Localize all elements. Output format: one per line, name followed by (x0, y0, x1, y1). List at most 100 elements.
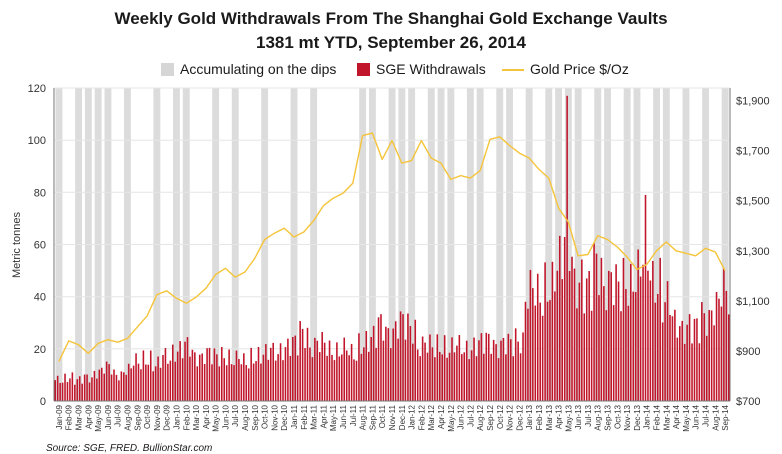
withdrawal-bar (59, 382, 61, 401)
x-tick-label: Jun-10 (221, 404, 230, 429)
x-tick-label: Nov-12 (506, 404, 515, 430)
withdrawal-bar (500, 340, 502, 401)
withdrawal-bar (279, 343, 282, 401)
withdrawal-bar (625, 289, 627, 401)
withdrawal-bar (235, 350, 238, 401)
withdrawal-bar (551, 261, 554, 401)
withdrawal-bar (321, 332, 323, 401)
y-tick-right-label: $1,500 (736, 196, 770, 208)
withdrawal-bar (585, 278, 588, 401)
withdrawal-bar (691, 343, 693, 401)
axes (53, 88, 731, 402)
withdrawal-bar (426, 352, 429, 401)
withdrawal-bar (110, 374, 113, 401)
withdrawal-bar (404, 339, 407, 401)
withdrawal-bar (483, 353, 485, 401)
withdrawal-bar (194, 352, 196, 401)
withdrawal-bar (66, 382, 69, 401)
withdrawal-bar (164, 348, 167, 401)
withdrawal-bar (363, 347, 365, 401)
x-tick-label: Jan-09 (55, 404, 64, 429)
y-tick-left-label: 60 (34, 240, 46, 252)
withdrawal-bar (627, 305, 630, 401)
withdrawal-bar (429, 334, 431, 401)
withdrawal-bar (103, 373, 105, 401)
withdrawal-bar (581, 259, 583, 401)
y-tick-left-label: 120 (28, 83, 46, 95)
withdrawal-bar (218, 366, 221, 401)
withdrawal-bar (647, 270, 649, 401)
x-ticks: Jan-09 Feb-09 Mar-09 Apr-09 May-09 Jun-09 Jul-… (55, 404, 730, 431)
withdrawal-bar (287, 338, 289, 401)
withdrawal-bar (367, 351, 370, 401)
withdrawal-bar (659, 257, 661, 401)
withdrawal-bar (127, 363, 130, 401)
x-tick-label: Apr-09 (84, 404, 93, 429)
withdrawal-bar (661, 322, 664, 401)
withdrawal-bar (176, 351, 179, 401)
withdrawal-bar (360, 353, 363, 401)
withdrawal-bar (328, 340, 331, 401)
withdrawal-bar (223, 358, 226, 401)
withdrawal-bar (693, 318, 696, 401)
x-tick-label: Jan-14 (643, 404, 652, 429)
y-axis-label: Metric tonnes (11, 211, 23, 278)
withdrawal-bar (656, 294, 659, 401)
withdrawal-bar (296, 355, 299, 401)
withdrawal-bar (191, 349, 194, 401)
withdrawal-bar (517, 341, 519, 401)
withdrawal-bar (514, 328, 517, 401)
x-tick-label: Aug-13 (594, 404, 603, 430)
withdrawal-bar (461, 354, 463, 401)
withdrawal-bar (392, 328, 395, 401)
x-tick-label: Mar-09 (75, 404, 84, 430)
withdrawal-bar (679, 326, 681, 401)
withdrawal-bar (100, 367, 103, 401)
withdrawal-bar (443, 335, 446, 401)
x-tick-label: May-12 (447, 404, 456, 431)
x-tick-label: Sep-11 (368, 404, 377, 430)
withdrawal-bar (639, 276, 642, 401)
withdrawal-bar (634, 292, 637, 401)
withdrawal-bar (179, 341, 181, 401)
legend: Accumulating on the dips SGE Withdrawals… (161, 61, 629, 77)
withdrawal-bar (451, 337, 453, 401)
x-tick-label: Jun-12 (457, 404, 466, 429)
withdrawal-bar (512, 356, 515, 401)
withdrawal-bar (522, 332, 524, 401)
withdrawal-bar (230, 364, 233, 401)
y-tick-right-label: $1,900 (736, 96, 770, 108)
withdrawal-bar (118, 380, 120, 401)
withdrawal-bar (703, 313, 706, 401)
withdrawal-bar (206, 348, 208, 401)
withdrawal-bar (115, 374, 118, 401)
withdrawal-bar (664, 302, 666, 401)
withdrawal-bar (294, 335, 297, 401)
x-tick-label: Aug-12 (476, 404, 485, 430)
withdrawal-bar (630, 263, 632, 401)
withdrawal-bar (453, 352, 456, 401)
withdrawal-bar (436, 334, 439, 401)
x-tick-label: Oct-09 (143, 404, 152, 429)
withdrawal-bar (524, 301, 527, 401)
x-tick-label: Nov-13 (623, 404, 632, 430)
withdrawal-bar (88, 382, 91, 401)
withdrawal-bar (108, 364, 110, 401)
withdrawal-bar (465, 340, 468, 401)
withdrawal-bar (93, 370, 96, 401)
withdrawal-bar (705, 335, 708, 401)
withdrawal-bar (470, 350, 473, 401)
withdrawal-bar (345, 350, 348, 401)
withdrawal-bar (583, 313, 586, 401)
withdrawal-bar (152, 371, 154, 401)
x-tick-label: Jul-13 (584, 404, 593, 426)
withdrawal-bar (686, 324, 688, 401)
withdrawal-bar (600, 257, 603, 401)
withdrawal-bar (394, 321, 397, 401)
withdrawal-bar (142, 350, 145, 401)
withdrawal-bar (412, 343, 414, 401)
withdrawal-bar (527, 308, 529, 401)
withdrawal-bar (532, 288, 534, 401)
withdrawal-bar (78, 376, 81, 401)
